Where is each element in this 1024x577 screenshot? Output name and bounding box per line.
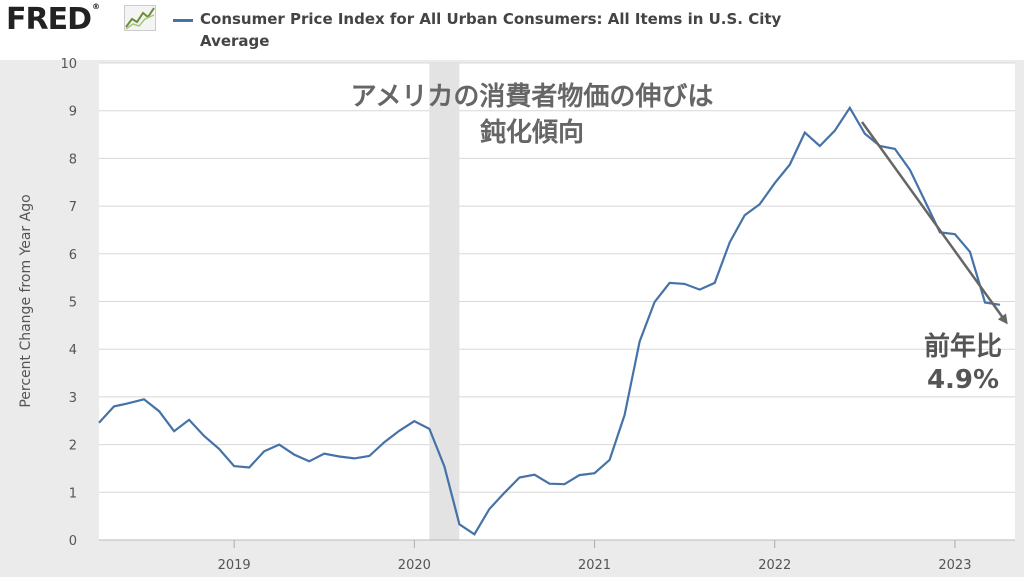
annotation-label-line1: 前年比	[924, 331, 1002, 362]
trend-arrow	[860, 121, 1008, 325]
fred-logo[interactable]: FRED®	[6, 2, 100, 37]
y-tick-label: 7	[69, 200, 77, 215]
grid-lines	[99, 62, 1015, 493]
y-tick-label: 0	[69, 534, 77, 549]
x-tick-label: 2023	[938, 558, 971, 573]
recession-shading	[429, 63, 460, 540]
y-tick-label: 6	[69, 248, 77, 263]
annotation-title-line1: アメリカの消費者物価の伸びは	[351, 82, 714, 112]
series-line[interactable]	[98, 105, 1001, 536]
fred-logo-text: FRED	[6, 2, 92, 37]
y-tick-label: 10	[60, 57, 77, 72]
y-axis-ticks: 0 1 2 3 4 5 6 7 8 9 10	[60, 57, 77, 549]
annotation-label-line2: 4.9%	[927, 365, 999, 395]
y-tick-label: 9	[69, 105, 77, 120]
x-tick-label: 2020	[398, 558, 431, 573]
series-title: Consumer Price Index for All Urban Consu…	[200, 10, 782, 50]
y-tick-label: 4	[69, 343, 77, 358]
x-tick-label: 2022	[758, 558, 791, 573]
y-tick-label: 2	[69, 439, 77, 454]
y-tick-label: 8	[69, 152, 77, 167]
x-tick-label: 2021	[578, 558, 611, 573]
y-tick-label: 3	[69, 391, 77, 406]
chart-header: FRED® Consumer Price Index for All Urban…	[0, 0, 1024, 60]
registered-mark: ®	[92, 2, 100, 11]
x-tick-label: 2019	[218, 558, 251, 573]
y-tick-label: 1	[69, 486, 77, 501]
annotation-title-line2: 鈍化傾向	[480, 117, 584, 148]
x-axis-ticks: 2019 2020 2021 2022 2023	[218, 540, 971, 573]
y-tick-label: 5	[69, 296, 77, 311]
legend-swatch	[173, 19, 193, 22]
fred-logo-chart-icon	[124, 5, 156, 31]
y-axis-label: Percent Change from Year Ago	[18, 194, 34, 407]
